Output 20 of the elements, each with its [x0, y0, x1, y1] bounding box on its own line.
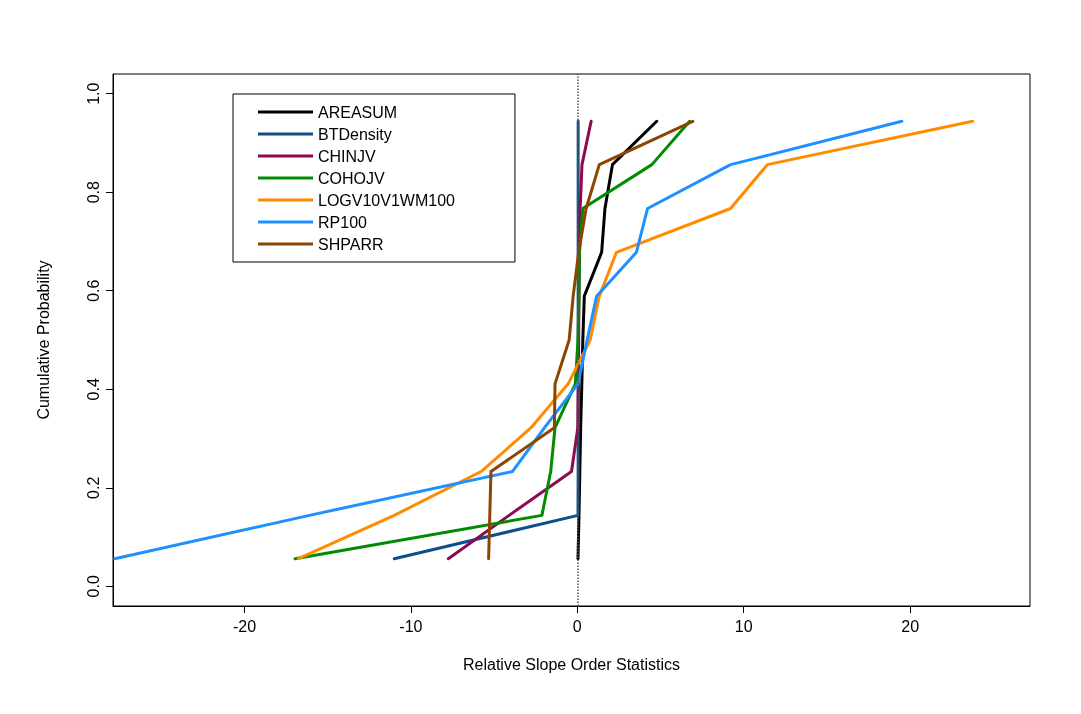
y-tick-label: 0.2	[84, 476, 102, 499]
y-tick-label: 1.0	[84, 82, 102, 105]
legend-label: SHPARR	[318, 235, 384, 253]
legend-label: AREASUM	[318, 103, 398, 121]
y-tick-label: 0.6	[84, 279, 102, 302]
x-tick-label: 10	[734, 617, 753, 635]
x-axis-title: Relative Slope Order Statistics	[463, 655, 680, 673]
legend-label: COHOJV	[318, 169, 385, 187]
legend-label: CHINJV	[318, 147, 377, 165]
y-tick-label: 0.8	[84, 181, 102, 204]
y-tick-label: 0.4	[84, 378, 102, 401]
legend-label: LOGV10V1WM100	[318, 191, 456, 209]
legend-label: BTDensity	[318, 125, 392, 143]
legend-label: RP100	[318, 213, 368, 231]
x-tick-label: 0	[572, 617, 582, 635]
x-tick-label: -10	[399, 617, 423, 635]
y-tick-label: 0.0	[84, 575, 102, 598]
y-axis-title: Cumulative Probability	[34, 260, 52, 420]
x-tick-label: 20	[901, 617, 920, 635]
x-tick-label: -20	[232, 617, 257, 635]
